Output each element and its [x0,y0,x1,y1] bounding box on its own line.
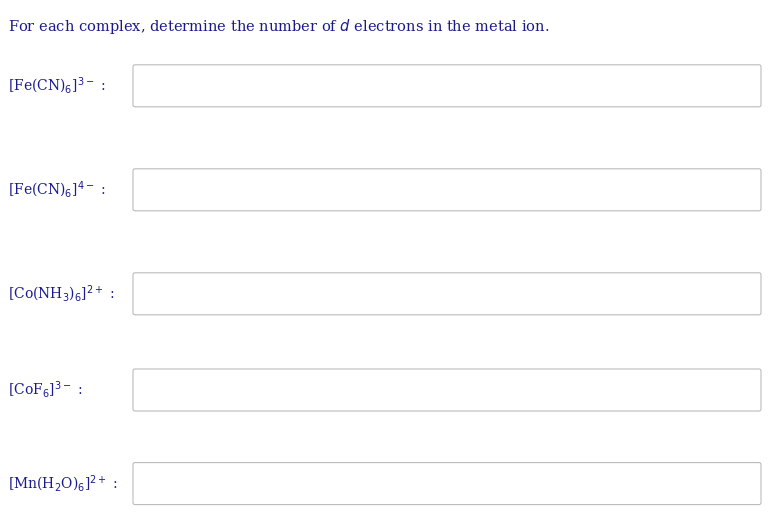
FancyBboxPatch shape [133,273,761,315]
FancyBboxPatch shape [133,65,761,107]
Text: [CoF$_6$]$^{3-}$ :: [CoF$_6$]$^{3-}$ : [8,380,82,400]
Text: For each complex, determine the number of $d$ electrons in the metal ion.: For each complex, determine the number o… [8,17,549,36]
Text: [Fe(CN)$_6$]$^{4-}$ :: [Fe(CN)$_6$]$^{4-}$ : [8,179,105,200]
FancyBboxPatch shape [133,463,761,504]
Text: [Fe(CN)$_6$]$^{3-}$ :: [Fe(CN)$_6$]$^{3-}$ : [8,75,105,96]
Text: [Mn(H$_2$O)$_6$]$^{2+}$ :: [Mn(H$_2$O)$_6$]$^{2+}$ : [8,473,118,494]
Text: [Co(NH$_3$)$_6$]$^{2+}$ :: [Co(NH$_3$)$_6$]$^{2+}$ : [8,283,115,304]
FancyBboxPatch shape [133,369,761,411]
FancyBboxPatch shape [133,169,761,211]
